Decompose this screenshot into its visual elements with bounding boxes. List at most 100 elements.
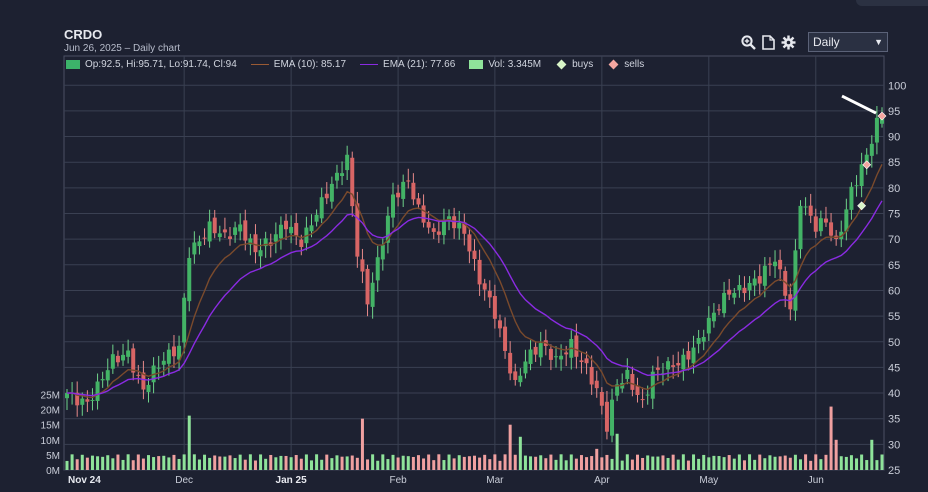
volume-bar [320,459,324,470]
candle-body [574,335,579,357]
volume-bar [600,457,604,470]
candle-body [284,220,289,230]
legend-ema10: EMA (10): 85.17 [250,59,346,70]
candle-body [538,343,543,358]
volume-bar [641,457,645,470]
legend-ema21-text: EMA (21): 77.66 [383,58,456,70]
volume-bar [360,418,364,470]
candle-body [436,231,441,235]
volume-bar [834,439,838,470]
volume-bar [315,454,319,470]
volume-bar [783,455,787,470]
candle-body [666,361,671,370]
candle-body [171,346,176,357]
candle-body [253,234,258,253]
volume-bar [860,454,864,470]
volume-bar [264,458,268,470]
candle-body [783,270,788,296]
ohlc-swatch [66,59,80,69]
candle-body [447,216,452,221]
price-tick-label: 85 [888,157,900,169]
candle-body [90,399,95,401]
zoom-in-icon[interactable] [740,34,756,50]
price-tick-label: 35 [888,414,900,426]
volume-bar [844,456,848,470]
candle-body [859,164,864,187]
candle-body [737,284,742,291]
candle-body [615,384,620,396]
candle-body [823,218,828,223]
candle-body [350,157,355,207]
candle-body [365,268,370,305]
candle-body [813,216,818,232]
volume-bar [197,459,201,470]
candle-body [767,263,772,265]
candle-body [594,380,599,389]
volume-bar [473,455,476,470]
x-tick-label: Jan 25 [276,475,308,486]
price-tick-label: 55 [888,311,900,323]
candle-body [717,309,721,311]
candle-body [100,379,105,381]
volume-bar [625,454,629,470]
candle-body [217,233,222,238]
candle-body [513,371,518,380]
candle-body [477,259,482,285]
candle-body [584,358,589,364]
volume-bar [391,454,395,470]
candle-body [396,192,401,198]
candle-body [187,257,192,302]
volume-bar [259,454,263,470]
chevron-down-icon: ▼ [874,37,883,47]
candle-body [345,154,350,171]
volume-bar [804,454,808,470]
candle-body [212,217,217,234]
volume-bar [223,456,227,470]
volume-bar [488,459,492,470]
candle-body [762,265,767,286]
candle-body [334,172,339,181]
candle-body [742,287,747,294]
candle-body [503,326,508,351]
volume-bar [849,455,853,470]
candle-body [655,367,660,370]
volume-bar [136,454,140,470]
candle-body [355,203,360,257]
timeframe-select[interactable]: Daily ▼ [808,32,888,52]
gear-icon[interactable] [780,34,796,50]
volume-bar [712,455,716,470]
volume-bar [722,457,726,470]
candle-body [554,356,558,358]
volume-bar [192,454,196,470]
volume-bar [727,455,731,470]
legend-sells-text: sells [624,58,645,70]
document-icon[interactable] [760,34,776,50]
volume-bar [651,456,655,470]
candle-body [727,289,732,295]
candle-body [487,290,492,298]
volume-bar [330,458,334,470]
volume-bar [335,455,339,470]
candle-body [421,205,426,223]
volume-bar [620,460,624,470]
volume-bar [559,454,563,470]
volume-bar [579,455,583,470]
candle-body [635,385,640,395]
volume-bar [829,406,833,470]
volume-bar [228,455,232,470]
volume-tick-label: 10M [41,436,60,447]
candle-body [391,194,395,218]
volume-bar [203,454,207,470]
volume-bar [442,460,446,470]
candle-body [864,154,869,164]
volume-bar [238,454,242,470]
candle-body [625,369,630,379]
candle-body [497,320,502,329]
candle-body [630,373,635,390]
volume-bar [870,439,874,470]
legend-ema21: EMA (21): 77.66 [360,59,455,70]
candle-body [146,384,151,393]
volume-bar [432,460,436,470]
chart-toolbar: Daily ▼ [740,32,888,52]
volume-bar [855,458,859,470]
